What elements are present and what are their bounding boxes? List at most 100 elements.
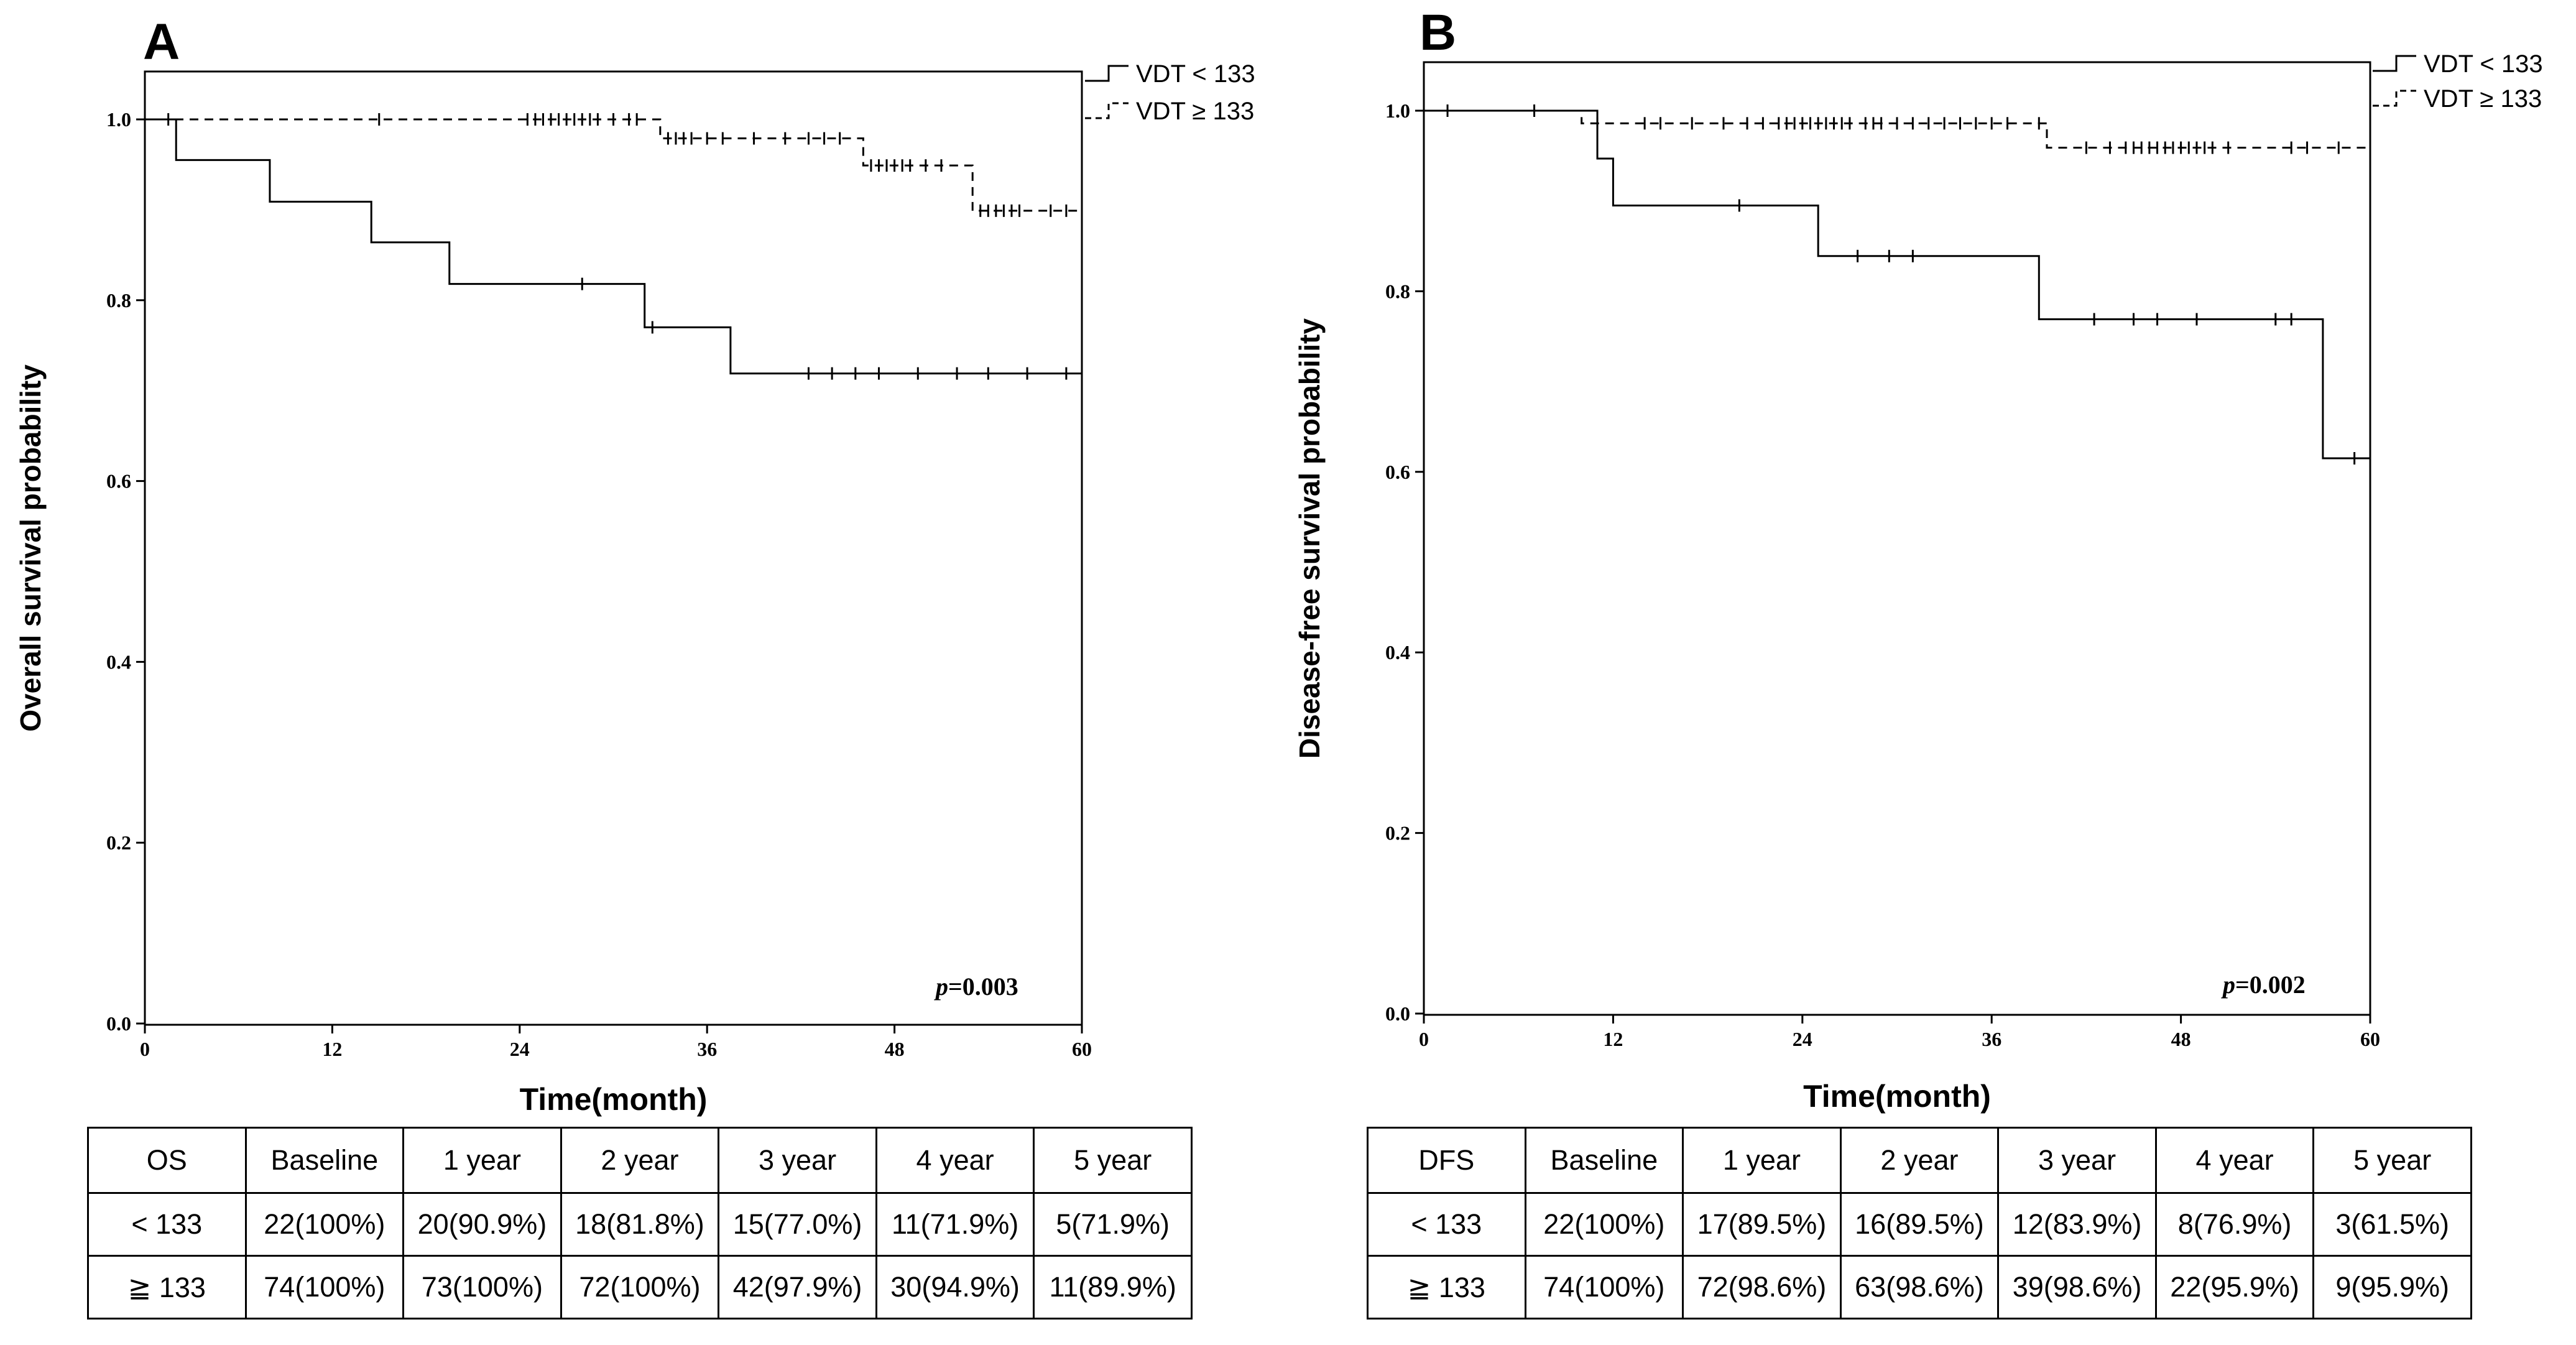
table-header-cell: 1 year xyxy=(402,1127,562,1194)
x-tick-label: 24 xyxy=(1793,1028,1812,1050)
p-value-symbol: p xyxy=(2221,971,2235,999)
os-at-risk-table: OS Baseline 1 year 2 year 3 year 4 year … xyxy=(87,1127,1193,1320)
p-value-number: =0.003 xyxy=(948,973,1018,1001)
table-cell: 18(81.8%) xyxy=(560,1192,720,1257)
table-cell: 72(98.6%) xyxy=(1682,1255,1842,1320)
y-tick-label: 0.6 xyxy=(106,470,131,492)
y-tick-label: 0.4 xyxy=(106,650,131,673)
table-cell: 15(77.0%) xyxy=(718,1192,877,1257)
table-header-cell: 5 year xyxy=(1033,1127,1193,1194)
table-cell: < 133 xyxy=(87,1192,247,1257)
table-cell: 3(61.5%) xyxy=(2312,1192,2472,1257)
table-header-cell: 2 year xyxy=(560,1127,720,1194)
legend-swatch xyxy=(2373,55,2416,72)
y-tick-label: 0.8 xyxy=(106,289,131,312)
table-header-cell: 5 year xyxy=(2312,1127,2472,1194)
table-cell: < 133 xyxy=(1367,1192,1526,1257)
y-axis-label: Disease-free survival probability xyxy=(1293,318,1326,759)
legend-label: VDT < 133 xyxy=(1136,60,1255,88)
survival-curve-vdt-ge-133 xyxy=(1424,109,2370,149)
table-cell: 72(100%) xyxy=(560,1255,720,1320)
table-cell: 9(95.9%) xyxy=(2312,1255,2472,1320)
p-value-number: =0.002 xyxy=(2235,971,2306,999)
table-cell: ≧ 133 xyxy=(87,1255,247,1320)
y-tick-label: 0.2 xyxy=(106,831,131,854)
table-cell: 74(100%) xyxy=(244,1255,405,1320)
table-cell: 74(100%) xyxy=(1524,1255,1684,1320)
y-tick-label: 0.8 xyxy=(1385,280,1410,302)
x-tick-label: 60 xyxy=(1072,1038,1092,1060)
x-axis-label: Time(month) xyxy=(520,1082,708,1117)
x-tick-label: 0 xyxy=(140,1038,150,1060)
table-row: ≧ 133 74(100%) 73(100%) 72(100%) 42(97.9… xyxy=(87,1255,1193,1320)
table-header-cell: 1 year xyxy=(1682,1127,1842,1194)
table-cell: 11(89.9%) xyxy=(1033,1255,1193,1320)
table-cell: 5(71.9%) xyxy=(1033,1192,1193,1257)
y-tick-label: 1.0 xyxy=(1385,99,1410,122)
y-axis-label: Overall survival probability xyxy=(14,364,47,732)
p-value-label: p=0.003 xyxy=(934,973,1018,1001)
y-tick-label: 0.6 xyxy=(1385,461,1410,483)
table-cell: 30(94.9%) xyxy=(875,1255,1035,1320)
x-tick-label: 48 xyxy=(885,1038,905,1060)
table-header-cell: Baseline xyxy=(1524,1127,1684,1194)
table-cell: 12(83.9%) xyxy=(1997,1192,2157,1257)
table-cell: 8(76.9%) xyxy=(2154,1192,2315,1257)
survival-curve-vdt-lt-133 xyxy=(145,118,1082,375)
chart-panel-b: B 0.0 0.2 0.4 0.6 0.8 1.0 0 12 24 36 48 60 Time(month… xyxy=(1293,4,2543,1114)
table-cell: 22(100%) xyxy=(1524,1192,1684,1257)
table-cell: 17(89.5%) xyxy=(1682,1192,1842,1257)
table-cell: ≧ 133 xyxy=(1367,1255,1526,1320)
y-tick-label: 0.2 xyxy=(1385,822,1410,844)
table-cell: 39(98.6%) xyxy=(1997,1255,2157,1320)
x-tick-label: 60 xyxy=(2360,1028,2380,1050)
legend-label: VDT < 133 xyxy=(2424,50,2543,78)
table-cell: 63(98.6%) xyxy=(1839,1255,2000,1320)
p-value-symbol: p xyxy=(934,973,948,1001)
legend-label: VDT ≥ 133 xyxy=(2424,85,2542,113)
dfs-at-risk-table: DFS Baseline 1 year 2 year 3 year 4 year… xyxy=(1367,1127,2472,1320)
x-tick-label: 0 xyxy=(1419,1028,1429,1050)
table-row: ≧ 133 74(100%) 72(98.6%) 63(98.6%) 39(98… xyxy=(1367,1255,2472,1320)
table-cell: 16(89.5%) xyxy=(1839,1192,2000,1257)
table-row: < 133 22(100%) 17(89.5%) 16(89.5%) 12(83… xyxy=(1367,1192,2472,1257)
plot-frame xyxy=(1423,61,2371,1016)
table-cell: 73(100%) xyxy=(402,1255,562,1320)
p-value-label: p=0.002 xyxy=(2221,971,2306,999)
table-header-cell: 2 year xyxy=(1839,1127,2000,1194)
x-tick-label: 12 xyxy=(322,1038,342,1060)
table-row: < 133 22(100%) 20(90.9%) 18(81.8%) 15(77… xyxy=(87,1192,1193,1257)
plot-frame xyxy=(144,70,1083,1026)
table-cell: 11(71.9%) xyxy=(875,1192,1035,1257)
table-header-row: OS Baseline 1 year 2 year 3 year 4 year … xyxy=(87,1127,1193,1194)
table-header-cell: Baseline xyxy=(244,1127,405,1194)
table-header-cell: 3 year xyxy=(718,1127,877,1194)
table-cell: 22(95.9%) xyxy=(2154,1255,2315,1320)
legend-swatch xyxy=(1085,102,1129,119)
table-cell: 20(90.9%) xyxy=(402,1192,562,1257)
table-header-cell: 4 year xyxy=(875,1127,1035,1194)
chart-panel-a: A 0.0 0.2 0.4 0.6 0.8 1.0 0 12 24 36 48 60 Time(month… xyxy=(14,14,1255,1117)
x-tick-label: 48 xyxy=(2171,1028,2191,1050)
table-header-cell: DFS xyxy=(1367,1127,1526,1194)
survival-curve-vdt-lt-133 xyxy=(1424,109,2370,460)
legend-swatch xyxy=(1085,65,1129,82)
legend-label: VDT ≥ 133 xyxy=(1136,98,1254,125)
table-header-cell: 4 year xyxy=(2154,1127,2315,1194)
x-tick-label: 24 xyxy=(510,1038,530,1060)
x-tick-label: 36 xyxy=(697,1038,717,1060)
x-tick-label: 12 xyxy=(1603,1028,1623,1050)
x-tick-label: 36 xyxy=(1982,1028,2001,1050)
y-tick-label: 0.4 xyxy=(1385,641,1410,663)
survival-curve-vdt-ge-133 xyxy=(145,118,1082,212)
y-tick-label: 1.0 xyxy=(106,108,131,131)
table-header-row: DFS Baseline 1 year 2 year 3 year 4 year… xyxy=(1367,1127,2472,1194)
table-cell: 42(97.9%) xyxy=(718,1255,877,1320)
table-header-cell: OS xyxy=(87,1127,247,1194)
y-tick-label: 0.0 xyxy=(1385,1002,1410,1025)
table-header-cell: 3 year xyxy=(1997,1127,2157,1194)
x-axis-label: Time(month) xyxy=(1803,1079,1991,1114)
km-survival-figure: A 0.0 0.2 0.4 0.6 0.8 1.0 0 12 24 36 48 60 Time(month… xyxy=(14,4,2543,1117)
legend-swatch xyxy=(2373,90,2416,107)
panel-label: B xyxy=(1420,4,1456,61)
